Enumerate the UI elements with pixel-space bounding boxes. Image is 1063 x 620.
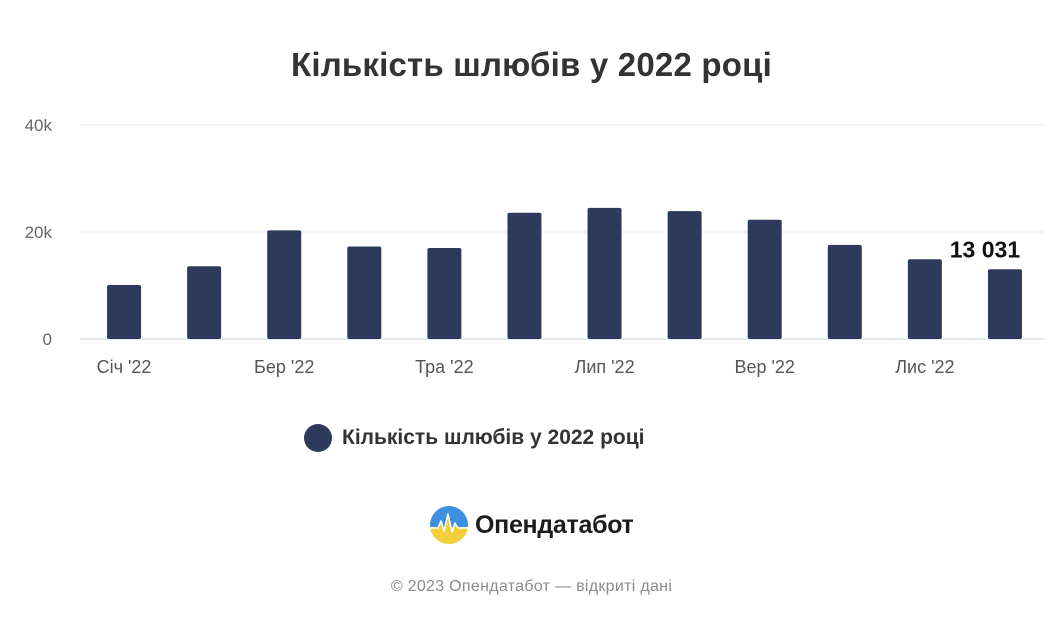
bar [987, 269, 1022, 339]
bar [267, 230, 302, 339]
legend[interactable]: Кількість шлюбів у 2022 році [304, 424, 644, 452]
brand: Опендатабот [429, 505, 634, 545]
bars [107, 207, 1022, 339]
bar [187, 266, 222, 339]
footer-copyright: © 2023 Опендатабот — відкриті дані [390, 578, 673, 595]
x-tick-label: Вер '22 [734, 357, 795, 377]
y-tick-label: 20k [25, 223, 53, 242]
x-tick-label: Бер '22 [254, 357, 314, 377]
x-tick-label: Тра '22 [415, 357, 473, 377]
x-tick-label: Лип '22 [575, 357, 635, 377]
y-axis-ticks: 0 20k 40k [25, 116, 53, 349]
chart-title: Кількість шлюбів у 2022 році [291, 46, 772, 83]
legend-label: Кількість шлюбів у 2022 році [342, 426, 645, 449]
bar [667, 211, 702, 339]
y-tick-label: 0 [43, 330, 52, 349]
y-tick-label: 40k [25, 116, 53, 135]
brand-name: Опендатабот [475, 510, 634, 539]
x-tick-label: Лис '22 [895, 357, 954, 377]
bar [587, 207, 622, 339]
bar [827, 244, 862, 339]
bar [107, 284, 142, 339]
data-labels: 13 031 [950, 236, 1021, 262]
bar [347, 246, 382, 339]
data-label: 13 031 [950, 236, 1021, 262]
opendatabot-logo-icon [430, 506, 468, 544]
x-tick-label: Січ '22 [97, 357, 152, 377]
bar [507, 212, 542, 339]
x-axis-ticks: Січ '22 Бер '22 Тра '22 Лип '22 Вер '22 Лис '… [97, 357, 955, 377]
bar [747, 219, 782, 339]
grid-lines [80, 124, 1045, 340]
legend-marker [304, 424, 332, 452]
bar [427, 248, 462, 339]
bar-chart: 0 20k 40k Січ '22 Бер '22 Тра '22 Лип '22 Вер … [25, 116, 1045, 377]
bar [907, 259, 942, 339]
